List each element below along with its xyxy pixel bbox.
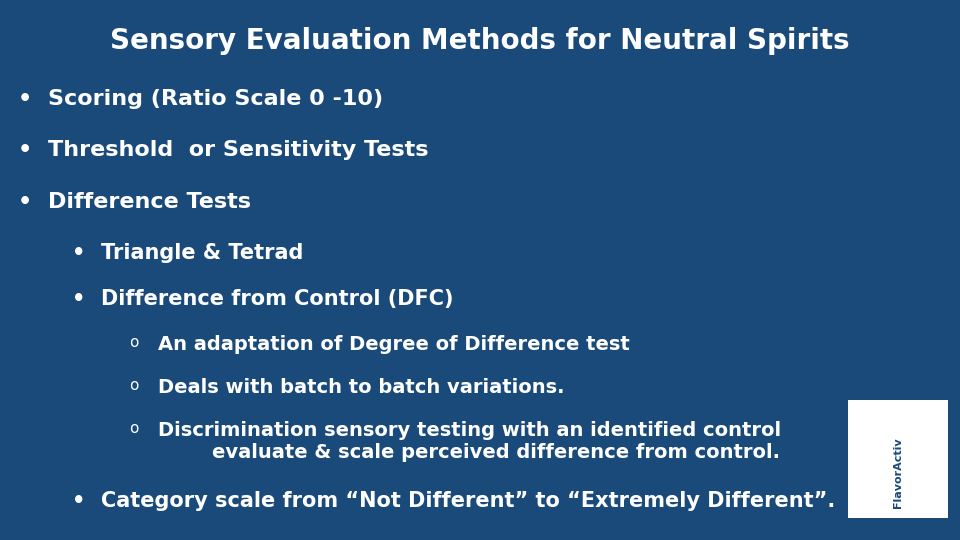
FancyBboxPatch shape [848,400,948,518]
Text: •: • [17,140,32,160]
Text: An adaptation of Degree of Difference test: An adaptation of Degree of Difference te… [158,335,630,354]
Text: Difference Tests: Difference Tests [48,192,251,212]
Text: Sensory Evaluation Methods for Neutral Spirits: Sensory Evaluation Methods for Neutral S… [110,27,850,55]
Text: Discrimination sensory testing with an identified control
        evaluate & sca: Discrimination sensory testing with an i… [158,421,781,462]
Text: o: o [130,335,139,350]
Text: o: o [130,378,139,393]
Text: Difference from Control (DFC): Difference from Control (DFC) [101,289,453,309]
Text: •: • [72,289,85,309]
Text: o: o [130,421,139,436]
Text: Category scale from “Not Different” to “Extremely Different”.: Category scale from “Not Different” to “… [101,491,835,511]
Text: Deals with batch to batch variations.: Deals with batch to batch variations. [158,378,564,397]
Text: •: • [72,243,85,263]
Text: •: • [17,192,32,212]
Text: •: • [72,491,85,511]
Text: •: • [17,89,32,109]
Text: Triangle & Tetrad: Triangle & Tetrad [101,243,303,263]
Text: Threshold  or Sensitivity Tests: Threshold or Sensitivity Tests [48,140,428,160]
Text: FlavorActiv: FlavorActiv [893,437,903,508]
Text: Scoring (Ratio Scale 0 -10): Scoring (Ratio Scale 0 -10) [48,89,383,109]
